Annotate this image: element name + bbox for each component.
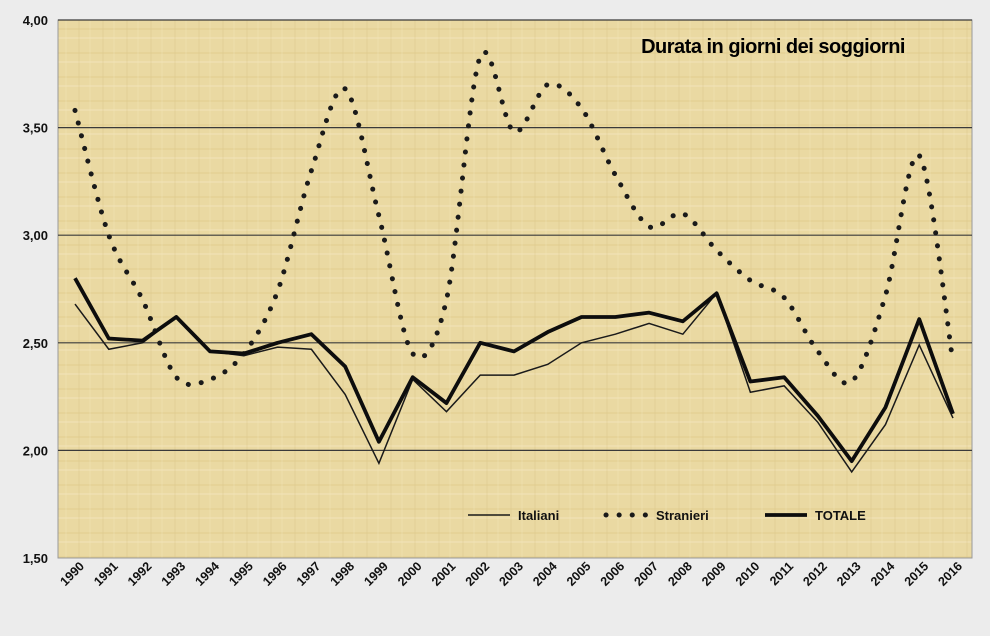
plot-area <box>58 20 972 558</box>
legend-label-totale: TOTALE <box>815 508 866 523</box>
y-tick-label: 2,00 <box>23 443 48 458</box>
legend-label-italiani: Italiani <box>518 508 559 523</box>
y-tick-label: 4,00 <box>23 13 48 28</box>
y-tick-label: 2,50 <box>23 336 48 351</box>
chart-title: Durata in giorni dei soggiorni <box>641 36 905 58</box>
y-tick-label: 3,50 <box>23 121 48 136</box>
y-tick-label: 1,50 <box>23 551 48 566</box>
legend-label-stranieri: Stranieri <box>656 508 709 523</box>
y-tick-label: 3,00 <box>23 228 48 243</box>
